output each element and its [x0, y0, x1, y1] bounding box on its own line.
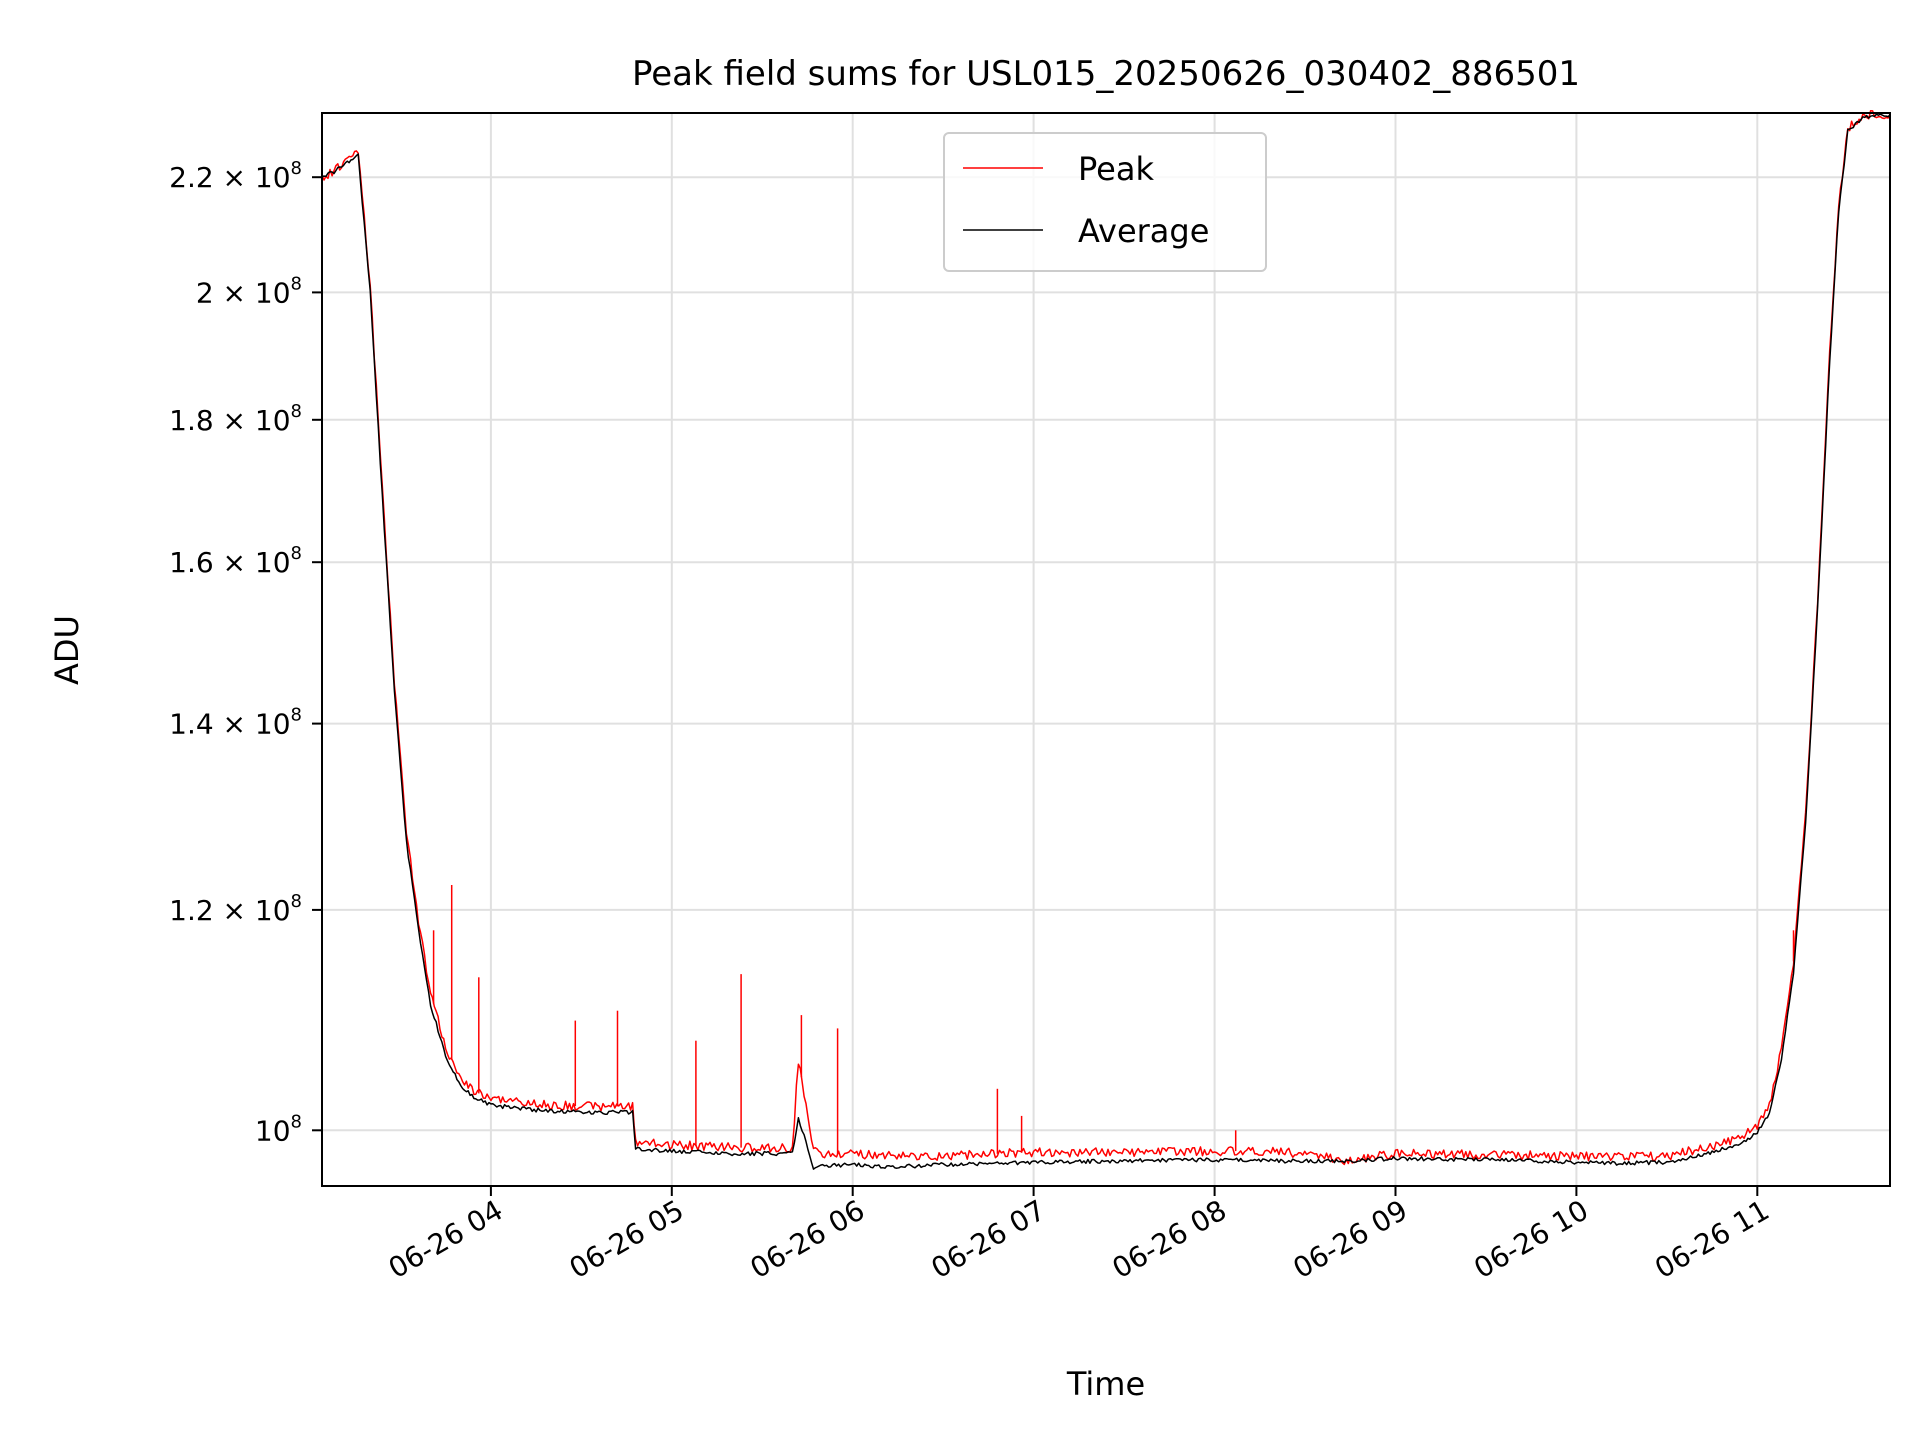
x-tick-label: 06-26 04	[383, 1193, 509, 1285]
x-tick-label: 06-26 08	[1107, 1193, 1233, 1285]
legend-peak-label: Peak	[1078, 150, 1154, 188]
y-axis-label: ADU	[48, 615, 86, 685]
x-tick-label: 06-26 06	[745, 1193, 871, 1285]
grid	[322, 113, 1890, 1186]
series-peak-line	[321, 109, 1891, 1166]
axis-ticks: 06-26 04 06-26 05 06-26 06 06-26 07 06-26 08…	[169, 158, 1775, 1285]
x-tick-label: 06-26 09	[1287, 1193, 1413, 1285]
legend-average-label: Average	[1078, 212, 1209, 250]
y-tick-label: 1.8 × 108	[169, 401, 302, 437]
y-tick-label: 1.2 × 108	[169, 891, 302, 927]
y-tick-label: 2 × 108	[196, 273, 302, 309]
x-tick-label: 06-26 07	[926, 1193, 1052, 1285]
x-tick-label: 06-26 11	[1649, 1193, 1775, 1285]
x-tick-label: 06-26 10	[1468, 1193, 1594, 1285]
y-tick-label: 108	[255, 1111, 302, 1147]
y-tick-label: 1.4 × 108	[169, 705, 302, 741]
y-tick-label: 2.2 × 108	[169, 158, 302, 194]
x-axis-label: Time	[1066, 1365, 1145, 1403]
series-average-line	[321, 113, 1891, 1170]
series-layer	[321, 109, 1891, 1170]
legend: Peak Average	[943, 132, 1267, 272]
y-tick-label: 1.6 × 108	[169, 543, 302, 579]
chart-title: Peak field sums for USL015_20250626_0304…	[632, 54, 1580, 94]
x-tick-label: 06-26 05	[564, 1193, 690, 1285]
plot-frame	[321, 112, 1891, 1187]
